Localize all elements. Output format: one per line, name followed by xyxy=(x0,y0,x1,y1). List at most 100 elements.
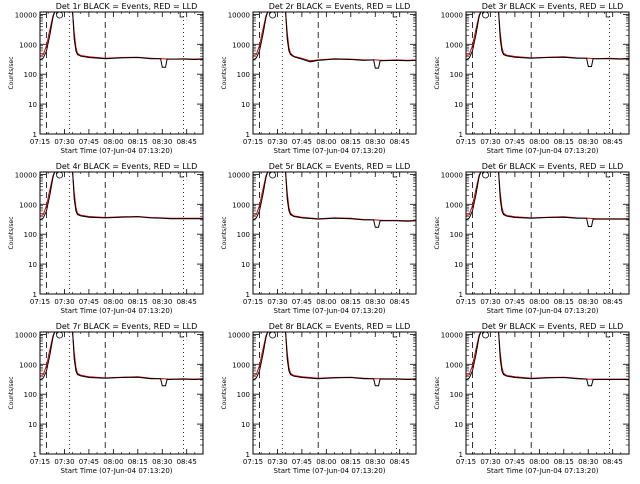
lld-series-line xyxy=(40,332,203,380)
marker-bracket xyxy=(605,172,611,178)
y-tick-label: 1000 xyxy=(19,361,37,369)
x-tick-label: 08:15 xyxy=(128,458,148,466)
x-tick-label: 08:15 xyxy=(554,138,574,146)
y-axis-label: Counts/sec xyxy=(434,376,441,409)
x-tick-label: 08:30 xyxy=(365,138,385,146)
y-tick-label: 1 xyxy=(459,291,463,299)
chart-title: Det 9r BLACK = Events, RED = LLD xyxy=(482,322,624,331)
x-tick-label: 07:30 xyxy=(480,138,500,146)
x-tick-label: 08:00 xyxy=(316,458,336,466)
x-tick-label: 07:15 xyxy=(30,138,50,146)
x-tick-label: 08:00 xyxy=(529,458,549,466)
marker-bracket xyxy=(392,12,398,18)
x-tick-label: 07:15 xyxy=(243,138,263,146)
y-tick-label: 1 xyxy=(33,451,37,459)
x-tick-label: 08:00 xyxy=(103,138,123,146)
plot-frame xyxy=(465,11,630,135)
x-tick-label: 08:30 xyxy=(578,138,598,146)
y-tick-label: 10000 xyxy=(228,171,250,179)
y-axis-label: Counts/sec xyxy=(434,56,441,89)
y-tick-label: 1 xyxy=(246,451,250,459)
y-tick-label: 1000 xyxy=(19,41,37,49)
x-tick-label: 08:45 xyxy=(390,298,410,306)
y-tick-label: 100 xyxy=(24,391,37,399)
x-tick-label: 08:15 xyxy=(128,138,148,146)
lld-series-line xyxy=(466,12,629,60)
x-tick-label: 07:30 xyxy=(267,138,287,146)
y-axis-label: Counts/sec xyxy=(434,216,441,249)
marker-circle xyxy=(482,11,489,19)
y-tick-label: 10 xyxy=(454,101,463,109)
marker-circle xyxy=(269,171,276,179)
x-tick-label: 08:45 xyxy=(603,298,623,306)
y-tick-label: 10000 xyxy=(441,171,463,179)
events-series-line xyxy=(40,12,203,68)
x-tick-label: 07:30 xyxy=(267,298,287,306)
y-tick-label: 10 xyxy=(454,421,463,429)
x-tick-label: 07:30 xyxy=(480,298,500,306)
x-tick-label: 07:45 xyxy=(79,458,99,466)
marker-circle xyxy=(269,11,276,19)
x-tick-label: 08:00 xyxy=(529,298,549,306)
y-tick-label: 10000 xyxy=(441,331,463,339)
y-tick-label: 1 xyxy=(246,131,250,139)
plot-frame xyxy=(252,331,417,455)
y-axis-label: Counts/sec xyxy=(221,376,228,409)
events-series-line xyxy=(466,332,629,387)
marker-bracket xyxy=(605,12,611,18)
y-tick-label: 10 xyxy=(241,261,250,269)
chart-title: Det 3r BLACK = Events, RED = LLD xyxy=(482,2,624,11)
plot-frame xyxy=(252,11,417,135)
x-tick-label: 07:45 xyxy=(505,138,525,146)
plot-frame xyxy=(39,11,204,135)
lld-series-line xyxy=(466,332,629,380)
marker-circle xyxy=(56,331,63,339)
detector-chart-5: Det 5r BLACK = Events, RED = LLD Counts/s… xyxy=(221,162,417,315)
detector-chart-2: Det 2r BLACK = Events, RED = LLD Counts/s… xyxy=(221,2,417,155)
x-tick-label: 08:15 xyxy=(341,138,361,146)
y-tick-label: 1 xyxy=(246,291,250,299)
events-series-line xyxy=(253,172,416,228)
detector-chart-3: Det 3r BLACK = Events, RED = LLD Counts/s… xyxy=(434,2,630,155)
events-series-line xyxy=(253,12,416,69)
x-tick-label: 08:45 xyxy=(177,458,197,466)
x-tick-label: 08:00 xyxy=(316,298,336,306)
y-tick-label: 1000 xyxy=(232,361,250,369)
x-tick-label: 07:30 xyxy=(267,458,287,466)
x-tick-label: 07:15 xyxy=(243,458,263,466)
x-axis-label: Start Time (07-Jun-04 07:13:20) xyxy=(61,147,173,155)
detector-chart-7: Det 7r BLACK = Events, RED = LLD Counts/s… xyxy=(8,322,204,475)
x-tick-label: 08:00 xyxy=(316,138,336,146)
y-tick-label: 10 xyxy=(454,261,463,269)
detector-chart-8: Det 8r BLACK = Events, RED = LLD Counts/s… xyxy=(221,322,417,475)
y-axis-label: Counts/sec xyxy=(8,216,15,249)
x-tick-label: 07:15 xyxy=(30,298,50,306)
detector-chart-6: Det 6r BLACK = Events, RED = LLD Counts/s… xyxy=(434,162,630,315)
x-axis-label: Start Time (07-Jun-04 07:13:20) xyxy=(61,307,173,315)
y-tick-label: 1000 xyxy=(445,361,463,369)
y-tick-label: 10 xyxy=(28,101,37,109)
y-tick-label: 10000 xyxy=(15,171,37,179)
x-tick-label: 07:45 xyxy=(292,138,312,146)
x-tick-label: 08:30 xyxy=(365,298,385,306)
y-tick-label: 100 xyxy=(237,231,250,239)
x-tick-label: 07:15 xyxy=(456,458,476,466)
x-tick-label: 07:45 xyxy=(505,298,525,306)
x-axis-label: Start Time (07-Jun-04 07:13:20) xyxy=(274,147,386,155)
x-tick-label: 07:45 xyxy=(292,458,312,466)
x-axis-label: Start Time (07-Jun-04 07:13:20) xyxy=(487,147,599,155)
marker-circle xyxy=(56,11,63,19)
y-axis-label: Counts/sec xyxy=(221,56,228,89)
y-tick-label: 100 xyxy=(24,231,37,239)
x-tick-label: 08:45 xyxy=(177,298,197,306)
x-axis-label: Start Time (07-Jun-04 07:13:20) xyxy=(274,467,386,475)
lld-series-line xyxy=(253,172,416,222)
x-tick-label: 08:30 xyxy=(152,298,172,306)
x-tick-label: 08:15 xyxy=(128,298,148,306)
plot-frame xyxy=(252,171,417,295)
y-tick-label: 1 xyxy=(459,131,463,139)
x-tick-label: 07:15 xyxy=(243,298,263,306)
x-tick-label: 07:45 xyxy=(505,458,525,466)
x-tick-label: 07:30 xyxy=(54,298,74,306)
plot-frame xyxy=(39,171,204,295)
